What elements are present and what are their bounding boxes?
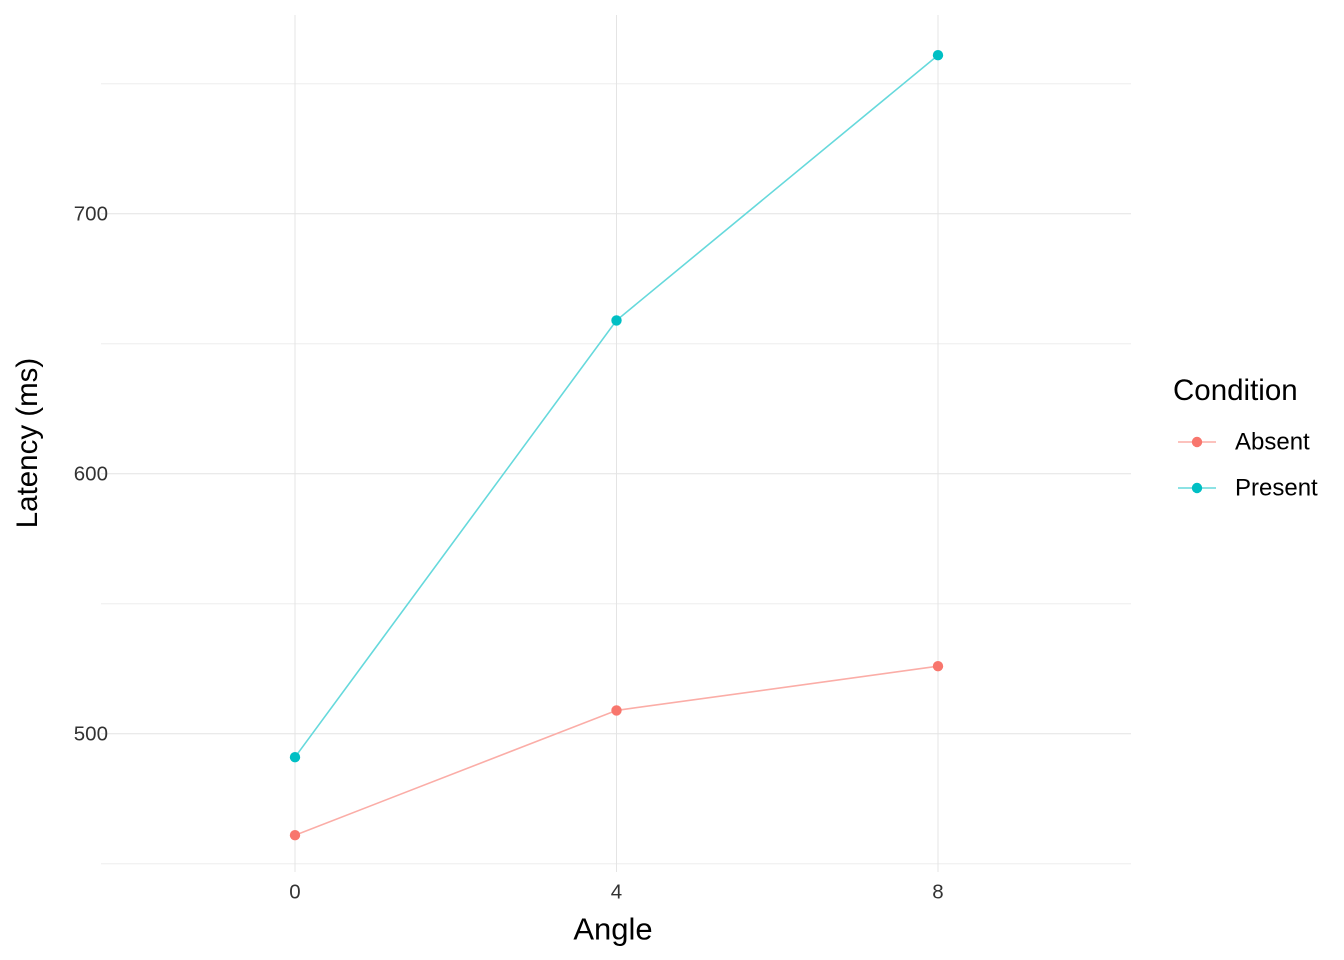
svg-text:500: 500 — [74, 722, 108, 745]
svg-text:Present: Present — [1235, 475, 1318, 502]
svg-text:0: 0 — [289, 880, 300, 903]
svg-text:8: 8 — [932, 880, 943, 903]
svg-text:600: 600 — [74, 462, 108, 485]
svg-text:Angle: Angle — [573, 911, 652, 946]
svg-text:Condition: Condition — [1173, 374, 1298, 407]
svg-text:Latency (ms): Latency (ms) — [11, 358, 44, 529]
svg-text:Absent: Absent — [1235, 429, 1310, 456]
svg-text:700: 700 — [74, 202, 108, 225]
svg-text:4: 4 — [611, 880, 622, 903]
